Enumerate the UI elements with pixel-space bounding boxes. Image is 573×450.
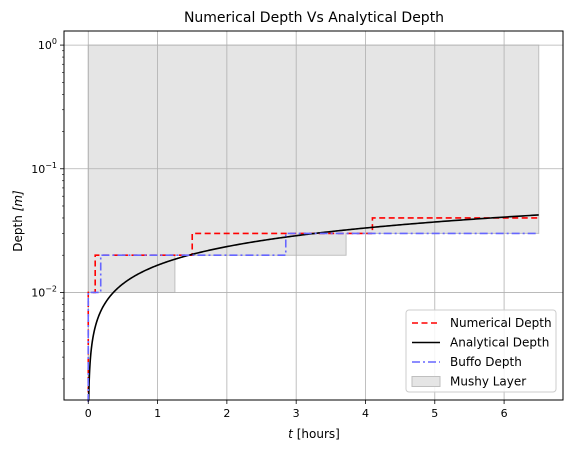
plot-frame xyxy=(63,30,564,401)
legend-label-0: Numerical Depth xyxy=(450,316,552,330)
y-tick-label: 10−2 xyxy=(31,284,57,299)
legend: Numerical Depth Analytical Depth Buffo Dep… xyxy=(405,309,557,393)
y-tick-exponent: 0 xyxy=(52,37,57,46)
grid xyxy=(64,31,563,400)
legend-label-1: Analytical Depth xyxy=(450,336,549,350)
x-tick-label: 2 xyxy=(223,407,230,420)
x-tick-label: 5 xyxy=(431,407,438,420)
legend-box xyxy=(405,309,557,393)
x-axis-label: t [hours] xyxy=(288,427,340,441)
legend-label-3: Mushy Layer xyxy=(450,375,526,389)
y-tick-label: 10−1 xyxy=(31,161,57,176)
y-tick-label: 100 xyxy=(38,37,57,52)
x-tick-label: 6 xyxy=(501,407,508,420)
x-tick-label: 0 xyxy=(85,407,92,420)
x-tick-label: 3 xyxy=(293,407,300,420)
y-axis-label: Depth [m] xyxy=(11,190,25,252)
series-lines xyxy=(87,214,539,403)
x-axis-label-unit: [hours] xyxy=(297,427,340,441)
y-axis-label-unit: [m] xyxy=(11,190,25,211)
legend-swatch-3 xyxy=(411,376,441,387)
series-line-1 xyxy=(87,214,539,401)
x-tick-label: 1 xyxy=(154,407,161,420)
y-tick-base: 10 xyxy=(31,286,45,299)
chart-title: Numerical Depth Vs Analytical Depth xyxy=(184,10,444,26)
series-line-0 xyxy=(87,217,539,403)
y-tick-base: 10 xyxy=(31,163,45,176)
x-tick-label: 4 xyxy=(362,407,369,420)
y-tick-exponent: −1 xyxy=(45,161,57,170)
x-axis-label-var: t xyxy=(288,427,294,441)
legend-label-2: Buffo Depth xyxy=(450,355,522,369)
y-tick-base: 10 xyxy=(38,39,52,52)
y-axis-label-text: Depth xyxy=(11,215,25,252)
y-tick-exponent: −2 xyxy=(45,284,57,293)
